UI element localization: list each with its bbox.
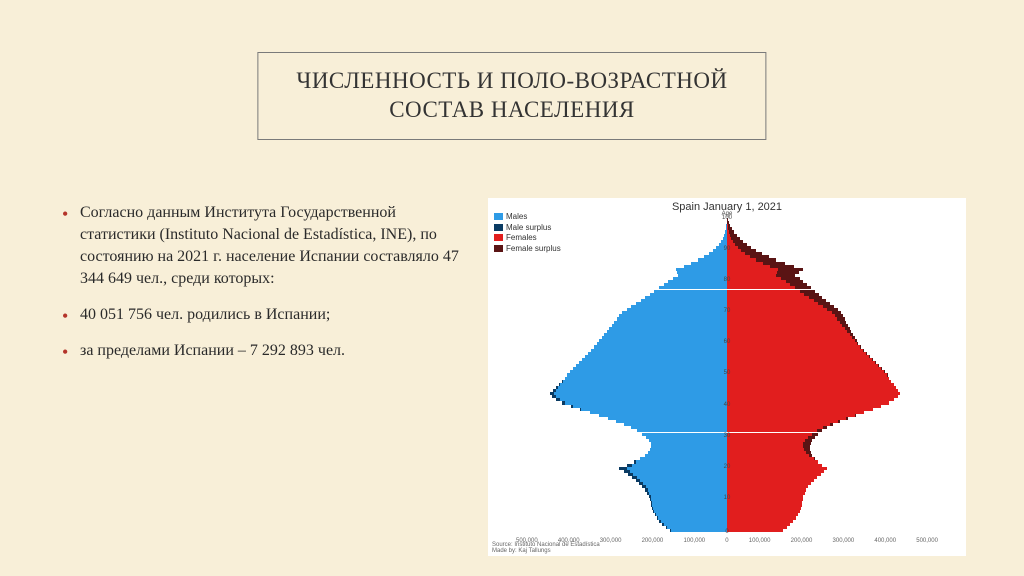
- text-column: Согласно данным Института Государственно…: [58, 198, 468, 556]
- bullet-list: Согласно данным Института Государственно…: [58, 202, 468, 362]
- content-area: Согласно данным Института Государственно…: [58, 198, 966, 556]
- chart-title: Spain January 1, 2021: [488, 198, 966, 213]
- bullet-item: за пределами Испании – 7 292 893 чел.: [58, 340, 468, 362]
- title-box: ЧИСЛЕННОСТЬ И ПОЛО-ВОЗРАСТНОЙ СОСТАВ НАС…: [257, 52, 766, 140]
- chart-source: Source: Instituto Nacional de Estadístic…: [492, 542, 600, 555]
- population-pyramid-chart: Spain January 1, 2021 MalesMale surplusF…: [488, 198, 966, 556]
- page-title: ЧИСЛЕННОСТЬ И ПОЛО-ВОЗРАСТНОЙ СОСТАВ НАС…: [296, 67, 727, 125]
- bullet-item: 40 051 756 чел. родились в Испании;: [58, 304, 468, 326]
- bullet-item: Согласно данным Института Государственно…: [58, 202, 468, 290]
- pyramid-area: [516, 218, 938, 532]
